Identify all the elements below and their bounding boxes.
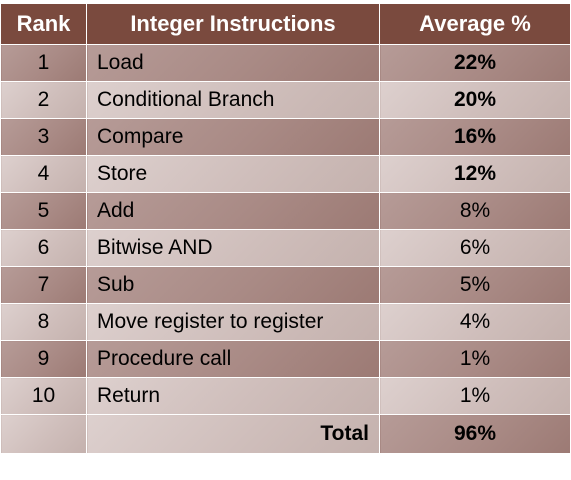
rank-cell: 8: [0, 303, 87, 341]
total-row: Total 96%: [0, 414, 571, 454]
average-cell: 6%: [379, 229, 571, 267]
rank-cell: 5: [0, 192, 87, 230]
table-body: 1 Load 22% 2 Conditional Branch 20% 3 Co…: [0, 44, 571, 454]
table-row: 2 Conditional Branch 20%: [0, 81, 571, 119]
table-row: 10 Return 1%: [0, 377, 571, 415]
header-integer-instructions: Integer Instructions: [86, 3, 380, 45]
rank-cell: 3: [0, 118, 87, 156]
instruction-cell: Load: [86, 44, 380, 82]
table-row: 1 Load 22%: [0, 44, 571, 82]
rank-cell: 9: [0, 340, 87, 378]
average-cell: 12%: [379, 155, 571, 193]
average-cell: 16%: [379, 118, 571, 156]
rank-cell: 2: [0, 81, 87, 119]
total-label: Total: [86, 414, 380, 454]
instruction-cell: Store: [86, 155, 380, 193]
instruction-cell: Add: [86, 192, 380, 230]
instruction-cell: Conditional Branch: [86, 81, 380, 119]
instruction-cell: Procedure call: [86, 340, 380, 378]
total-rank-cell-empty: [0, 414, 87, 454]
rank-cell: 10: [0, 377, 87, 415]
table-header: Rank Integer Instructions Average %: [0, 3, 571, 45]
table-row: 5 Add 8%: [0, 192, 571, 230]
instruction-frequency-table: Rank Integer Instructions Average % 1 Lo…: [0, 3, 571, 454]
instruction-cell: Return: [86, 377, 380, 415]
header-average-percent: Average %: [379, 3, 571, 45]
instruction-cell: Bitwise AND: [86, 229, 380, 267]
instruction-frequency-table-container: Rank Integer Instructions Average % 1 Lo…: [0, 3, 571, 474]
instruction-cell: Move register to register: [86, 303, 380, 341]
rank-cell: 4: [0, 155, 87, 193]
average-cell: 1%: [379, 340, 571, 378]
rank-cell: 6: [0, 229, 87, 267]
table-row: 9 Procedure call 1%: [0, 340, 571, 378]
header-rank: Rank: [0, 3, 87, 45]
table-row: 8 Move register to register 4%: [0, 303, 571, 341]
rank-cell: 1: [0, 44, 87, 82]
total-value: 96%: [379, 414, 571, 454]
average-cell: 22%: [379, 44, 571, 82]
average-cell: 5%: [379, 266, 571, 304]
rank-cell: 7: [0, 266, 87, 304]
table-row: 3 Compare 16%: [0, 118, 571, 156]
table-row: 6 Bitwise AND 6%: [0, 229, 571, 267]
average-cell: 20%: [379, 81, 571, 119]
average-cell: 1%: [379, 377, 571, 415]
average-cell: 8%: [379, 192, 571, 230]
table-row: 7 Sub 5%: [0, 266, 571, 304]
instruction-cell: Sub: [86, 266, 380, 304]
header-row: Rank Integer Instructions Average %: [0, 3, 571, 45]
table-row: 4 Store 12%: [0, 155, 571, 193]
average-cell: 4%: [379, 303, 571, 341]
instruction-cell: Compare: [86, 118, 380, 156]
